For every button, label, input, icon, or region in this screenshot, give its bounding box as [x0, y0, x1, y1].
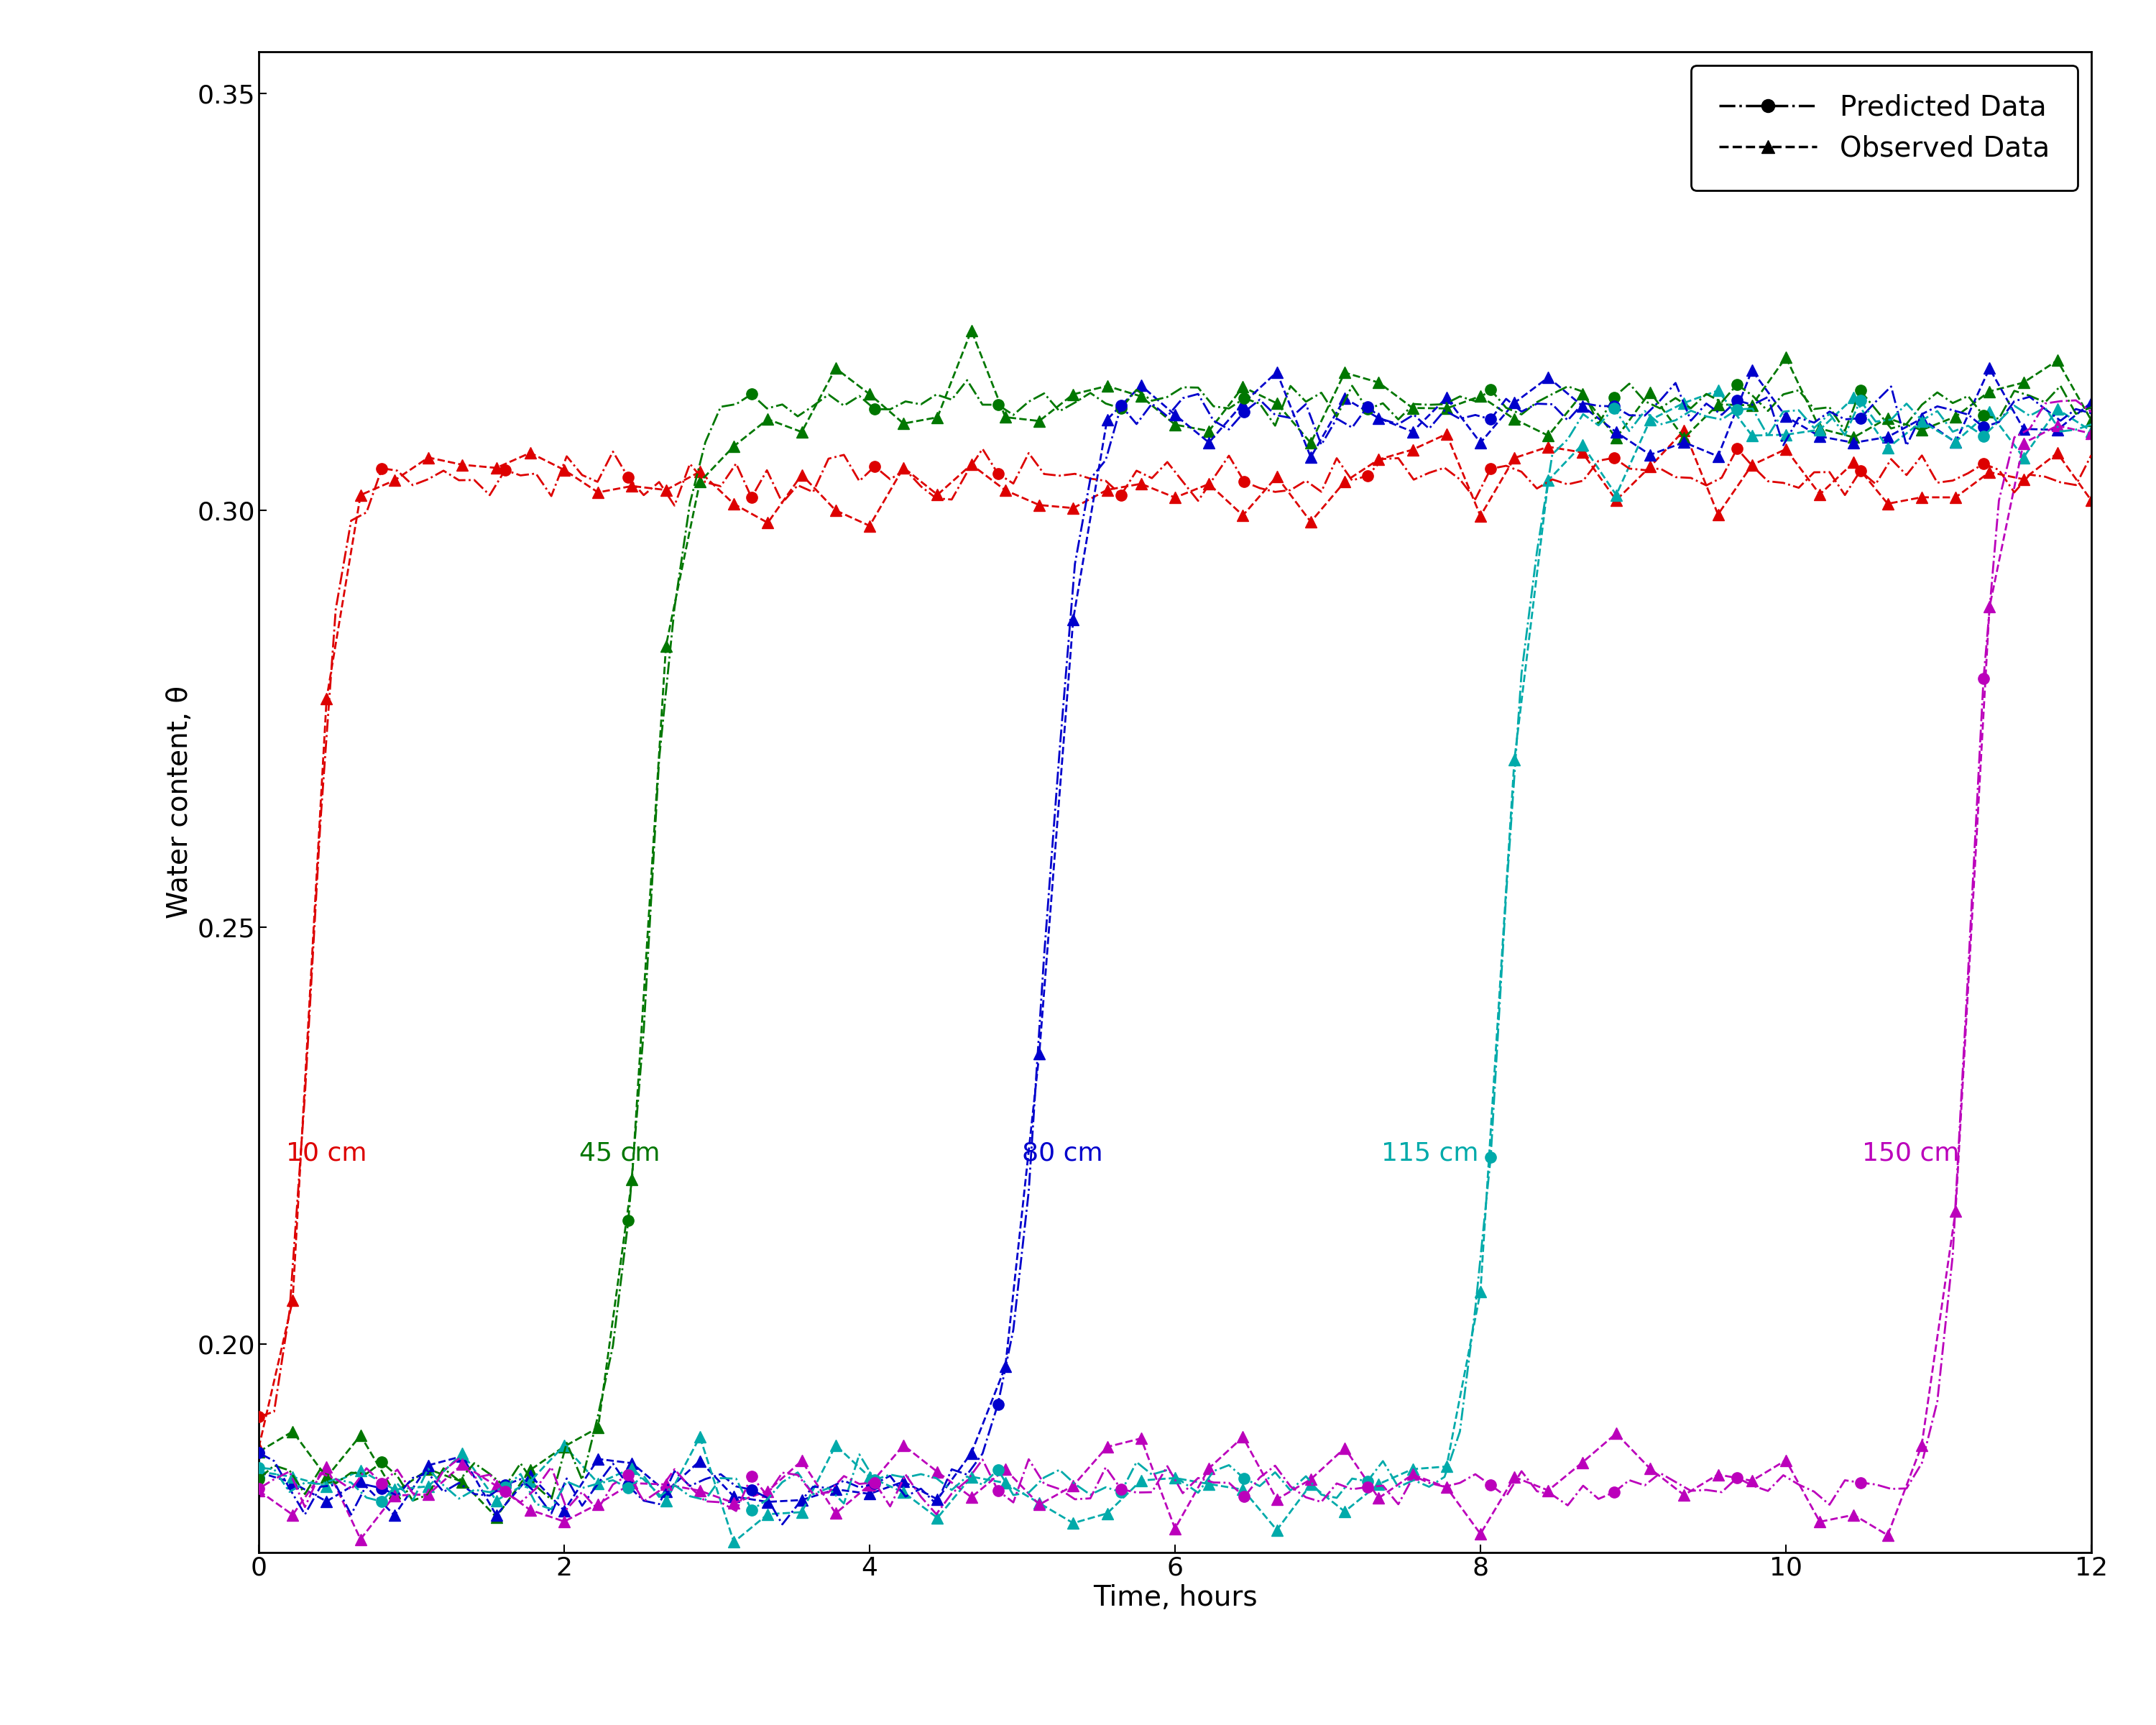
- Y-axis label: Water content, θ: Water content, θ: [166, 685, 194, 919]
- Text: 45 cm: 45 cm: [580, 1142, 660, 1166]
- Text: 150 cm: 150 cm: [1863, 1142, 1960, 1166]
- Text: 115 cm: 115 cm: [1382, 1142, 1479, 1166]
- Text: 10 cm: 10 cm: [287, 1142, 367, 1166]
- Legend: Predicted Data, Observed Data: Predicted Data, Observed Data: [1690, 66, 2078, 190]
- X-axis label: Time, hours: Time, hours: [1093, 1585, 1257, 1611]
- Text: 80 cm: 80 cm: [1022, 1142, 1104, 1166]
